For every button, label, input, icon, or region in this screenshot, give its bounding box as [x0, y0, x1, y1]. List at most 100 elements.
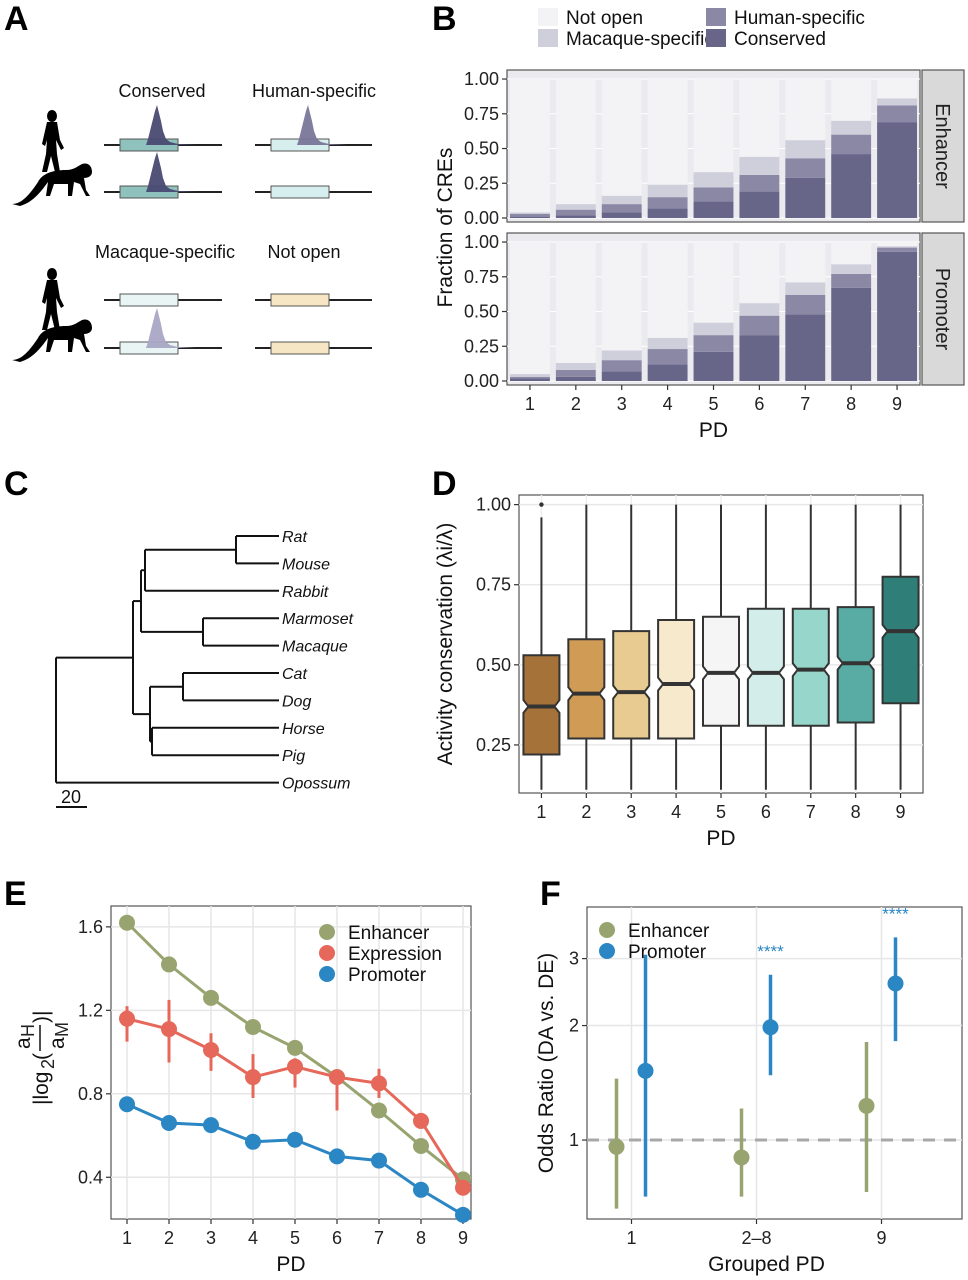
- category-label-not-open: Not open: [267, 242, 340, 262]
- leaf-label-cat: Cat: [282, 666, 307, 683]
- region-box: [270, 293, 330, 307]
- body: [12, 163, 92, 206]
- bar-segment-not-open: [693, 242, 734, 323]
- legend-swatch-not-open: [538, 8, 558, 26]
- box-pd-6: [746, 607, 785, 727]
- data-point-promoter: [161, 1115, 177, 1132]
- data-point-expression: [161, 1021, 177, 1038]
- data-point-promoter: [245, 1133, 261, 1150]
- x-tick-label: 9: [892, 394, 902, 414]
- data-point-expression: [329, 1069, 345, 1086]
- body: [42, 122, 64, 172]
- bar-segment-conserved: [739, 335, 780, 381]
- bar-segment-macaque-specific: [601, 195, 642, 205]
- bar-segment-conserved: [877, 251, 917, 381]
- bar-segment-human-specific: [739, 174, 780, 192]
- x-tick-label: 5: [290, 1228, 300, 1248]
- leaf-label-rat: Rat: [282, 529, 307, 546]
- bar-segment-conserved: [601, 371, 642, 381]
- y-label-num-sub: H: [18, 1024, 38, 1037]
- legend-label: Conserved: [734, 29, 826, 50]
- bar-segment-conserved: [785, 177, 826, 218]
- bar-segment-conserved: [739, 191, 780, 218]
- human-silhouette-icon: [42, 110, 64, 172]
- x-axis-title: PD: [276, 1253, 305, 1276]
- data-point-expression: [455, 1179, 471, 1196]
- bar-segment-conserved: [555, 376, 596, 381]
- bar-segment-human-specific: [601, 204, 642, 213]
- panel-d-boxplot: 0.25 0.50 0.75 1.00 1 2 3 4 5 6 7 8 9 PD Activity cons…: [434, 494, 924, 850]
- panel-a-schematic: Conserved Human-specific Macaque-specifi…: [12, 81, 376, 362]
- x-tick-label: 7: [800, 394, 810, 414]
- y-tick-label: 2: [569, 1016, 579, 1036]
- category-label-macaque-specific: Macaque-specific: [95, 242, 235, 262]
- y-axis-title: Fraction of CREs: [434, 148, 457, 308]
- bar-segment-macaque-specific: [647, 184, 688, 198]
- data-point-promoter: [329, 1148, 345, 1165]
- bar-segment-macaque-specific: [831, 264, 872, 275]
- data-point-promoter: [762, 1019, 779, 1036]
- data-point-expression: [287, 1058, 303, 1075]
- data-point-promoter: [413, 1181, 429, 1198]
- x-tick-label: 3: [617, 394, 627, 414]
- x-tick-label: 9: [458, 1228, 468, 1248]
- x-axis-title: Grouped PD: [708, 1253, 825, 1276]
- y-axis-title: Activity conservation (λi/λ): [434, 523, 457, 766]
- category-label-conserved: Conserved: [118, 81, 205, 101]
- x-tick-label: 7: [374, 1228, 384, 1248]
- bar-segment-human-specific: [693, 335, 734, 352]
- data-point-expression: [245, 1069, 261, 1086]
- legend-label: Promoter: [348, 965, 427, 986]
- data-point-promoter: [203, 1117, 219, 1134]
- legend-swatch-human-specific: [706, 8, 726, 26]
- y-tick-label: 0.25: [476, 735, 511, 755]
- bar-segment-not-open: [877, 79, 917, 99]
- data-point-expression: [371, 1075, 387, 1092]
- bar-segment-human-specific: [739, 315, 780, 336]
- y-label-open: (: [30, 1053, 53, 1060]
- bar-segment-macaque-specific: [877, 98, 917, 106]
- bar-segment-macaque-specific: [785, 140, 826, 159]
- region-box: [270, 185, 330, 199]
- bar-segment-macaque-specific: [739, 156, 780, 175]
- legend-label: Macaque-specific: [566, 29, 714, 50]
- bar-segment-not-open: [785, 79, 826, 141]
- accessibility-peak: [134, 105, 196, 145]
- x-tick-label: 2–8: [741, 1228, 771, 1248]
- y-axis-title: Odds Ratio (DA vs. DE): [535, 953, 558, 1174]
- human-silhouette-icon: [42, 268, 64, 330]
- bar-segment-macaque-specific: [739, 303, 780, 316]
- bar-segment-macaque-specific: [555, 204, 596, 210]
- significance-annotation: ****: [882, 904, 909, 923]
- significance-annotation: ****: [757, 942, 784, 961]
- bar-segment-not-open: [647, 242, 688, 338]
- region-box: [270, 341, 330, 355]
- data-point-promoter: [887, 975, 904, 992]
- x-tick-label: 5: [716, 802, 726, 822]
- x-tick-label: 1: [122, 1228, 132, 1248]
- bar-segment-not-open: [510, 79, 550, 213]
- panel-letter-c: C: [4, 465, 29, 503]
- y-tick-label: 0.25: [464, 173, 499, 193]
- facet-strip: [921, 69, 965, 223]
- panel-letter-b: B: [432, 0, 457, 38]
- leaf-label-pig: Pig: [282, 748, 305, 765]
- bar-segment-human-specific: [877, 247, 917, 252]
- facet-label-enhancer: Enhancer: [931, 103, 953, 189]
- x-tick-label: 1: [525, 394, 535, 414]
- legend-marker-enhancer: [319, 924, 335, 940]
- x-tick-label: 8: [851, 802, 861, 822]
- y-label-sub: 2: [38, 1059, 58, 1069]
- box-pd-3: [612, 630, 651, 740]
- y-tick-label: 0.75: [476, 575, 511, 595]
- x-tick-label: 2: [571, 394, 581, 414]
- x-tick-label: 2: [581, 802, 591, 822]
- x-tick-label: 2: [164, 1228, 174, 1248]
- legend-label: Promoter: [628, 942, 707, 963]
- body: [12, 319, 92, 362]
- bar-segment-macaque-specific: [510, 212, 550, 214]
- panel-c-phylogeny: Rat Mouse Rabbit Marmoset Macaque Cat Dog Horse…: [55, 529, 354, 808]
- bar-segment-human-specific: [510, 213, 550, 217]
- legend-marker-promoter: [599, 943, 615, 959]
